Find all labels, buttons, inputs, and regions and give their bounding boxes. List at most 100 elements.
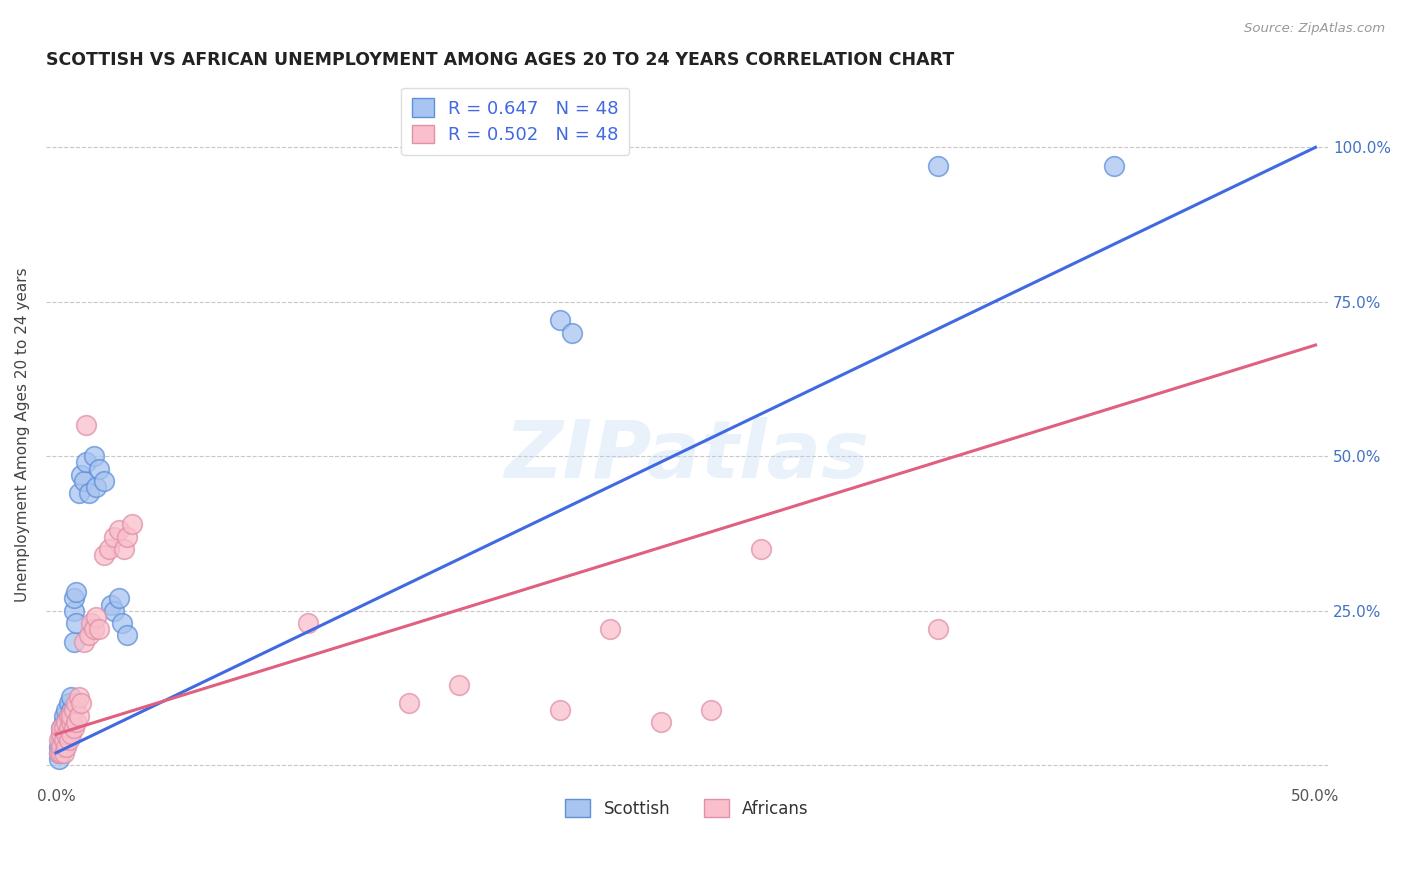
Point — [58, 733, 80, 747]
Point — [60, 727, 83, 741]
Point — [49, 746, 72, 760]
Point — [67, 708, 90, 723]
Point — [62, 634, 84, 648]
Point — [65, 697, 87, 711]
Point — [48, 752, 70, 766]
Point — [112, 541, 135, 556]
Legend: Scottish, Africans: Scottish, Africans — [558, 793, 815, 824]
Point — [927, 159, 949, 173]
Point — [650, 714, 672, 729]
Point — [52, 721, 75, 735]
Point — [548, 313, 571, 327]
Point — [110, 616, 132, 631]
Point — [48, 746, 70, 760]
Point — [115, 530, 138, 544]
Point — [52, 714, 75, 729]
Point — [55, 739, 77, 754]
Point — [121, 517, 143, 532]
Point — [58, 727, 80, 741]
Point — [1102, 159, 1125, 173]
Text: ZIPatlas: ZIPatlas — [505, 417, 869, 494]
Text: Source: ZipAtlas.com: Source: ZipAtlas.com — [1244, 22, 1385, 36]
Point — [55, 721, 77, 735]
Point — [60, 690, 83, 705]
Point — [48, 739, 70, 754]
Point — [548, 703, 571, 717]
Point — [55, 714, 77, 729]
Point — [48, 746, 70, 760]
Point — [67, 690, 90, 705]
Point — [49, 721, 72, 735]
Point — [55, 714, 77, 729]
Point — [108, 591, 131, 606]
Point — [599, 622, 621, 636]
Point — [100, 598, 122, 612]
Point — [52, 721, 75, 735]
Point — [58, 697, 80, 711]
Point — [93, 548, 115, 562]
Point — [62, 604, 84, 618]
Point — [103, 604, 125, 618]
Point — [60, 703, 83, 717]
Point — [77, 628, 100, 642]
Point — [927, 622, 949, 636]
Point — [55, 733, 77, 747]
Point — [93, 474, 115, 488]
Point — [55, 727, 77, 741]
Point — [49, 746, 72, 760]
Point — [73, 474, 96, 488]
Point — [83, 622, 105, 636]
Point — [60, 708, 83, 723]
Point — [49, 727, 72, 741]
Point — [52, 739, 75, 754]
Point — [103, 530, 125, 544]
Point — [58, 721, 80, 735]
Point — [108, 524, 131, 538]
Point — [49, 739, 72, 754]
Point — [87, 622, 110, 636]
Text: SCOTTISH VS AFRICAN UNEMPLOYMENT AMONG AGES 20 TO 24 YEARS CORRELATION CHART: SCOTTISH VS AFRICAN UNEMPLOYMENT AMONG A… — [46, 51, 955, 69]
Point — [49, 721, 72, 735]
Point — [700, 703, 723, 717]
Point — [58, 708, 80, 723]
Point — [58, 714, 80, 729]
Point — [60, 714, 83, 729]
Point — [49, 733, 72, 747]
Point — [75, 418, 97, 433]
Point — [52, 708, 75, 723]
Point — [398, 697, 420, 711]
Point — [52, 746, 75, 760]
Point — [48, 733, 70, 747]
Point — [297, 616, 319, 631]
Point — [58, 708, 80, 723]
Point — [561, 326, 583, 340]
Point — [97, 541, 120, 556]
Point — [65, 616, 87, 631]
Point — [87, 461, 110, 475]
Point — [49, 739, 72, 754]
Point — [83, 449, 105, 463]
Point — [67, 486, 90, 500]
Point — [449, 678, 471, 692]
Point — [60, 714, 83, 729]
Point — [65, 585, 87, 599]
Point — [62, 703, 84, 717]
Point — [86, 610, 108, 624]
Point — [751, 541, 773, 556]
Y-axis label: Unemployment Among Ages 20 to 24 years: Unemployment Among Ages 20 to 24 years — [15, 268, 30, 602]
Point — [70, 467, 93, 482]
Point — [70, 697, 93, 711]
Point — [49, 727, 72, 741]
Point — [86, 480, 108, 494]
Point — [62, 721, 84, 735]
Point — [55, 703, 77, 717]
Point — [115, 628, 138, 642]
Point — [60, 708, 83, 723]
Point — [52, 727, 75, 741]
Point — [65, 714, 87, 729]
Point — [73, 634, 96, 648]
Point — [75, 455, 97, 469]
Point — [77, 486, 100, 500]
Point — [80, 616, 103, 631]
Point — [52, 733, 75, 747]
